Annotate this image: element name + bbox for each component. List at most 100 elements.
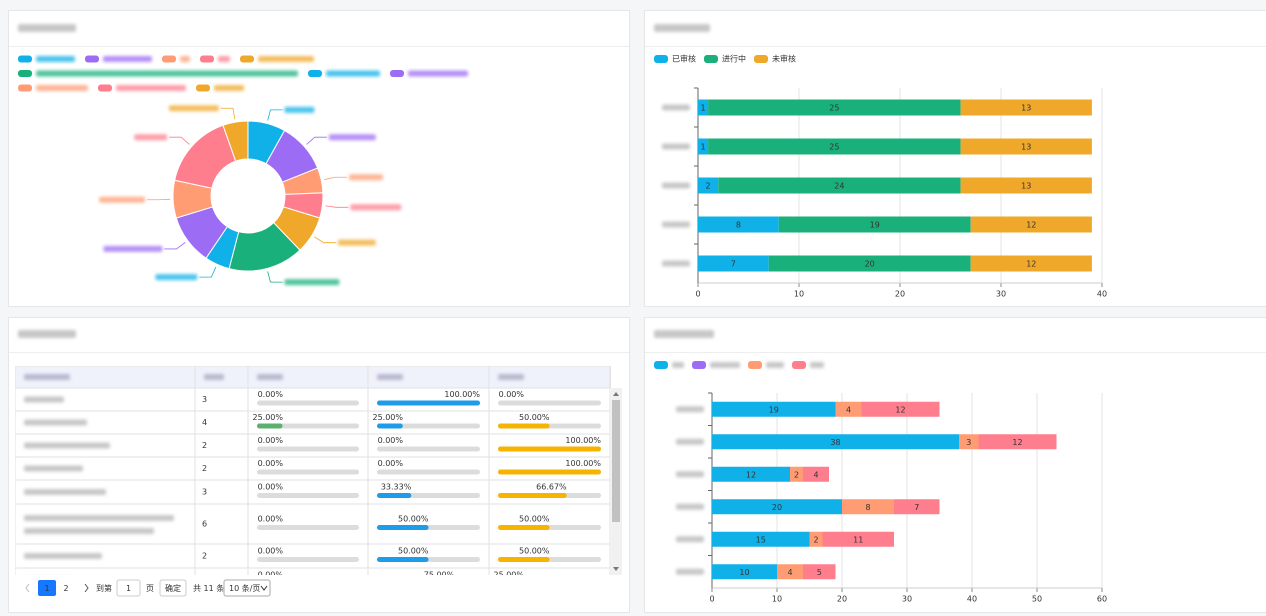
progress-bar [498, 493, 567, 498]
blurred-text [349, 174, 384, 181]
value-label: 10 [739, 568, 749, 577]
goto-label: 到第 [96, 583, 112, 593]
x-tick-label: 30 [902, 595, 912, 604]
select-arrow [260, 585, 268, 591]
progress-label: 25.00% [493, 571, 524, 580]
count-cell: 6 [202, 520, 207, 529]
page-button[interactable] [38, 580, 56, 596]
confirm-button[interactable] [159, 579, 187, 597]
page-size-label[interactable]: 10 条/页 [229, 583, 260, 593]
value-label: 7 [914, 503, 919, 512]
blurred-text [134, 134, 168, 141]
blurred-text [676, 438, 704, 445]
value-label: 12 [895, 405, 905, 414]
page-unit: 页 [146, 584, 154, 593]
legend-swatch [18, 70, 32, 77]
progress-label: 100.00% [565, 436, 601, 445]
progress-bar [498, 423, 550, 429]
x-tick-label: 10 [772, 595, 782, 604]
scroll-arrow [613, 567, 619, 571]
legend-label: 未审核 [772, 54, 796, 64]
blurred-text [218, 56, 230, 62]
blurred-text [284, 279, 340, 286]
blurred-text [408, 70, 468, 77]
blurred-text [337, 239, 376, 246]
legend-swatch [748, 361, 762, 369]
x-tick-label: 50 [1032, 595, 1042, 604]
table-row [15, 567, 611, 575]
bar-segment [960, 138, 1092, 155]
progress-track [257, 469, 359, 475]
progress-bar [498, 446, 601, 452]
blurred-text [326, 70, 380, 77]
next-page[interactable] [84, 583, 89, 593]
legend-swatch [308, 70, 322, 77]
bar-segment [718, 177, 961, 194]
progress-bar [377, 400, 480, 406]
legend-swatch [692, 361, 706, 369]
bar-segment [712, 401, 836, 417]
blurred-text [18, 330, 76, 338]
blurred-text [180, 56, 190, 62]
x-tick-label: 20 [837, 595, 847, 604]
progress-track [377, 423, 480, 429]
value-label: 3 [966, 438, 971, 447]
progress-label: 33.33% [381, 483, 412, 492]
value-label: 12 [1012, 438, 1022, 447]
goto-input[interactable] [116, 579, 141, 597]
page-number[interactable]: 1 [44, 584, 49, 593]
bar-segment [708, 138, 961, 155]
legend-swatch [654, 361, 668, 369]
value-label: 12 [1026, 260, 1036, 269]
progress-bar [377, 493, 412, 498]
value-label: 20 [772, 503, 782, 512]
blurred-text [328, 134, 376, 141]
value-label: 19 [769, 405, 779, 414]
blurred-text [377, 374, 403, 380]
value-label: 2 [794, 470, 799, 479]
blurred-text [36, 85, 88, 91]
progress-track [257, 400, 359, 406]
progress-label: 50.00% [519, 413, 550, 422]
legend-swatch [18, 55, 32, 63]
progress-label: 50.00% [398, 515, 429, 524]
blurred-text [676, 471, 704, 478]
bar-segment [959, 434, 979, 450]
progress-bar [257, 423, 283, 429]
blurred-text [710, 362, 740, 368]
progress-label: 75.00% [424, 571, 455, 580]
value-label: 25 [829, 104, 839, 113]
progress-track [257, 423, 359, 429]
blurred-text [214, 85, 244, 91]
progress-label: 50.00% [519, 547, 550, 556]
progress-track [257, 446, 359, 452]
progress-label: 0.00% [258, 515, 284, 524]
progress-bar [498, 469, 601, 475]
page-number[interactable]: 2 [63, 584, 68, 593]
legend-swatch [792, 361, 806, 369]
leader-line [164, 242, 186, 250]
progress-label: 0.00% [258, 459, 284, 468]
value-label: 15 [756, 535, 766, 544]
bar-segment [894, 499, 940, 515]
bar-segment [698, 255, 769, 272]
legend-swatch [240, 55, 254, 63]
bar-segment [778, 216, 971, 233]
bar-segment [978, 434, 1057, 450]
legend-swatch [754, 55, 768, 63]
progress-label: 66.67% [536, 483, 567, 492]
page-size-select[interactable] [223, 579, 271, 597]
prev-page [25, 583, 30, 593]
blurred-text [155, 274, 198, 281]
blurred-text [24, 553, 102, 559]
progress-label: 0.00% [378, 459, 404, 468]
legend-swatch [390, 70, 404, 77]
table-row [15, 479, 611, 505]
confirm-label[interactable]: 确定 [165, 583, 181, 593]
table-row [15, 503, 611, 545]
progress-label: 50.00% [519, 515, 550, 524]
bar-segment [861, 401, 940, 417]
value-label: 24 [834, 182, 844, 191]
x-tick-label: 30 [996, 290, 1006, 299]
x-tick-label: 0 [695, 290, 700, 299]
